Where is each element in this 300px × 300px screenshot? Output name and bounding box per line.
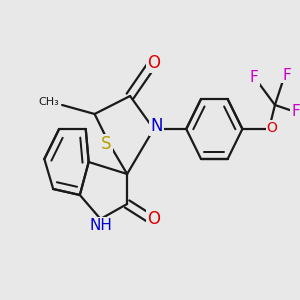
Text: NH: NH bbox=[89, 218, 112, 232]
Text: S: S bbox=[101, 135, 112, 153]
Text: O: O bbox=[147, 210, 160, 228]
Text: F: F bbox=[291, 103, 300, 118]
Text: CH₃: CH₃ bbox=[38, 97, 59, 107]
Text: O: O bbox=[266, 121, 278, 134]
Text: O: O bbox=[147, 54, 160, 72]
Text: F: F bbox=[250, 70, 259, 86]
Text: N: N bbox=[150, 117, 163, 135]
Text: F: F bbox=[282, 68, 291, 82]
